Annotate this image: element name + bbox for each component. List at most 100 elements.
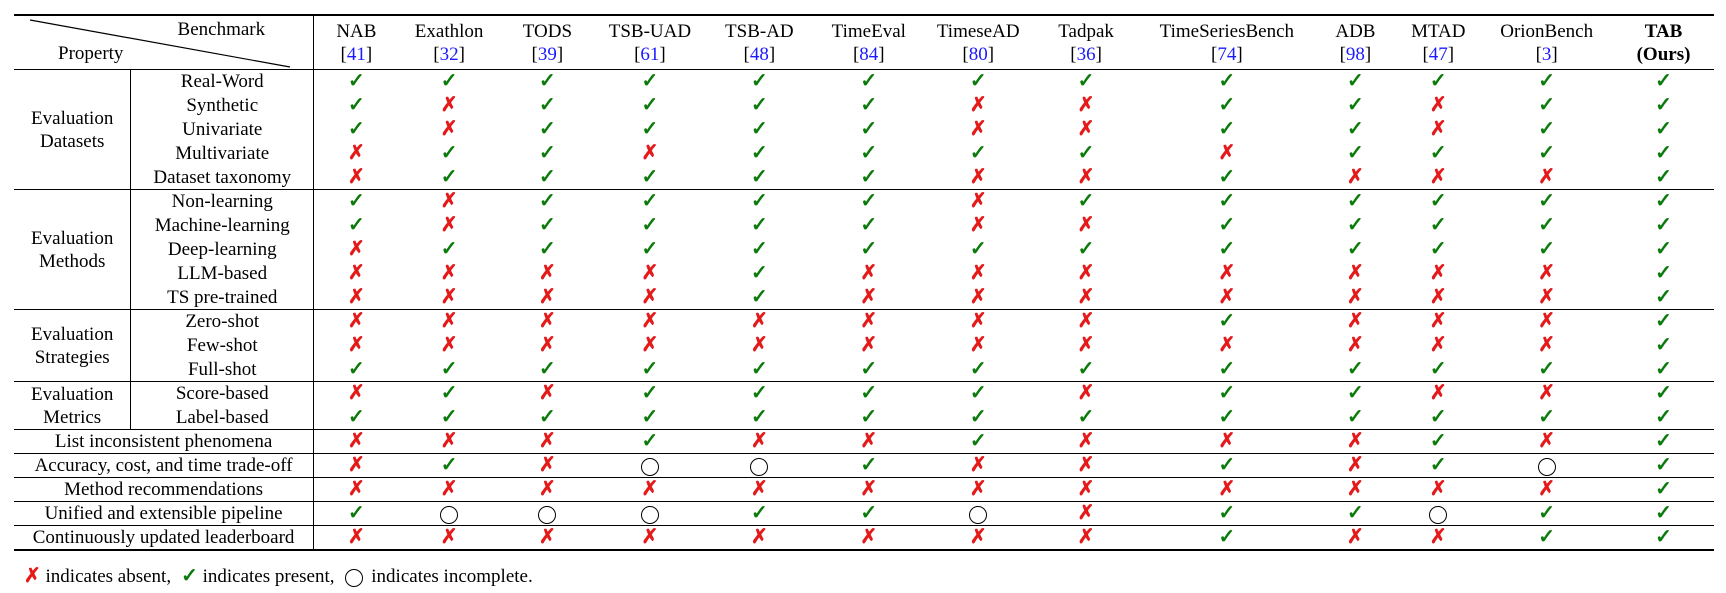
property-label: Unified and extensible pipeline	[14, 501, 314, 526]
check-icon: ✓	[1538, 238, 1556, 260]
mark-cell: ✗	[1396, 285, 1481, 310]
citation-link[interactable]: 39	[537, 43, 557, 65]
citation-link[interactable]: 48	[749, 43, 769, 65]
mark-cell: ✗	[923, 189, 1033, 214]
cross-icon: ✗	[750, 334, 768, 356]
table-row: Evaluation Metrics Score-based ✗ ✓ ✗ ✓ ✓ ✓ ✓ ✗ ✓ ✓ ✗ ✗…	[14, 381, 1714, 430]
mark-cell: ✓	[814, 453, 924, 478]
mark-cell: ✓	[814, 381, 924, 406]
check-icon: ✓	[969, 357, 987, 380]
cross-icon: ✗	[538, 382, 556, 405]
check-icon: ✓	[1538, 94, 1556, 116]
column-header: TimeSeriesBench [74]	[1139, 14, 1315, 70]
mark-cell: ✗	[500, 334, 596, 358]
mark-cell: ✗	[1032, 477, 1140, 502]
mark-cell: ✓	[1032, 357, 1140, 382]
mark-cell: ✓	[1480, 238, 1613, 262]
cross-icon: ✗	[347, 478, 365, 500]
mark-cell: ✗	[924, 334, 1033, 358]
mark-cell: ✓	[1480, 69, 1614, 94]
diagonal-divider	[29, 19, 291, 68]
benchmark-name: Tadpak	[1058, 20, 1114, 42]
cross-icon: ✗	[969, 190, 987, 213]
mark-cell: ✓	[924, 238, 1033, 262]
column-header: TSB-UAD [61]	[595, 14, 705, 70]
mark-cell: ✗	[1314, 525, 1397, 551]
property-label: List inconsistent phenomena	[14, 429, 314, 454]
check-icon: ✓	[1655, 262, 1672, 284]
column-header: TAB (Ours)	[1613, 14, 1714, 70]
mark-cell: ✗	[499, 309, 596, 334]
benchmark-name: NAB	[336, 20, 377, 42]
mark-cell: ✗	[499, 525, 596, 551]
cross-icon: ✗	[538, 262, 556, 284]
cross-icon: ✗	[440, 526, 458, 548]
cross-icon: ✗	[969, 165, 987, 188]
mark-cell: ✓	[500, 214, 596, 238]
citation-link[interactable]: 61	[640, 43, 660, 65]
check-icon: ✓	[641, 70, 659, 93]
citation-link[interactable]: 41	[346, 43, 366, 65]
mark-cell: ✓	[595, 429, 705, 454]
mark-cell: ✗	[1396, 525, 1481, 551]
mark-cell: ✗	[704, 309, 815, 334]
mark-cell: ✓	[1315, 238, 1397, 262]
cross-icon: ✗	[750, 526, 768, 548]
mark-cell: ✗	[1139, 262, 1314, 286]
check-icon: ✓	[1655, 478, 1672, 500]
cross-icon: ✗	[347, 382, 365, 405]
cross-icon: ✗	[440, 285, 458, 308]
check-icon: ✓	[1655, 190, 1672, 213]
mark-cell: ✓	[313, 69, 399, 94]
citation-link[interactable]: 47	[1428, 43, 1448, 65]
mark-cell: ✓	[1613, 262, 1714, 286]
cross-icon: ✗	[1429, 94, 1447, 116]
check-icon: ✓	[860, 454, 878, 476]
mark-cell: ✗	[924, 262, 1033, 286]
check-icon: ✓	[1218, 454, 1236, 476]
mark-cell: ✓	[1396, 357, 1481, 382]
mark-cell: ✓	[814, 189, 924, 214]
check-icon: ✓	[750, 118, 768, 140]
mark-cell: ✓	[1480, 214, 1613, 238]
mark-cell: ✗	[399, 262, 500, 286]
circle-icon	[640, 457, 659, 476]
check-icon: ✓	[1218, 405, 1236, 428]
citation-link[interactable]: 74	[1217, 43, 1237, 65]
mark-cell: ✗	[1032, 453, 1140, 478]
mark-cell: ✗	[1032, 525, 1140, 551]
mark-cell: ✓	[1396, 189, 1481, 214]
check-icon: ✓	[538, 238, 556, 260]
citation-ref: [48]	[743, 43, 776, 65]
cross-icon: ✗	[1077, 165, 1095, 188]
cross-icon: ✗	[860, 478, 878, 500]
mark-cell: ✗	[313, 165, 399, 190]
mark-cell: ✓	[1032, 69, 1140, 94]
citation-link[interactable]: 32	[439, 43, 459, 65]
citation-link[interactable]: 84	[859, 43, 879, 65]
column-header: ADB [98]	[1314, 14, 1397, 70]
mark-cell: ✗	[1480, 381, 1614, 406]
citation-link[interactable]: 80	[968, 43, 988, 65]
mark-cell: ✗	[1480, 429, 1614, 454]
citation-link[interactable]: 36	[1076, 43, 1096, 65]
cross-icon: ✗	[1077, 502, 1095, 524]
mark-cell: ✓	[1613, 357, 1714, 382]
cross-icon: ✗	[440, 334, 458, 356]
table-row: TS pre-trained ✗ ✗ ✗ ✗ ✓ ✗ ✗ ✗ ✗ ✗ ✗ ✗ ✓	[14, 285, 1714, 310]
check-icon: ✓	[347, 94, 365, 116]
column-header: TODS [39]	[499, 14, 596, 70]
mark-cell: ✗	[313, 309, 399, 334]
citation-link[interactable]: 3	[1541, 43, 1552, 65]
mark-cell	[595, 501, 705, 526]
cross-icon: ✗	[969, 214, 987, 236]
check-icon: ✓	[440, 70, 458, 93]
citation-link[interactable]: 98	[1345, 43, 1365, 65]
mark-cell: ✗	[398, 477, 500, 502]
check-icon: ✓	[1077, 70, 1095, 93]
mark-cell: ✓	[500, 142, 596, 166]
cross-icon: ✗	[440, 310, 458, 333]
check-icon: ✓	[347, 190, 365, 213]
cross-icon: ✗	[969, 478, 987, 500]
mark-cell: ✗	[814, 309, 924, 334]
